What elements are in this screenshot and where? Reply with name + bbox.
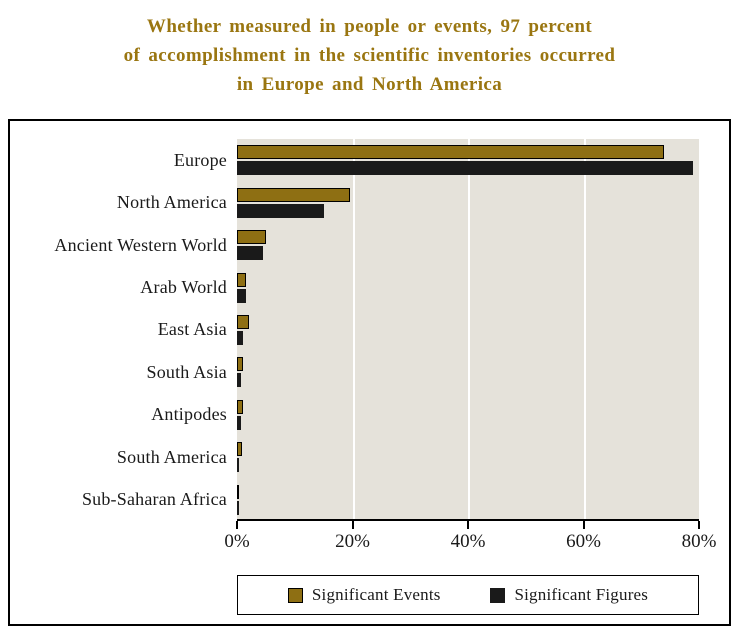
figures-bar [237,161,694,176]
chart-row: Arab World [10,266,699,308]
chart-row: Europe [10,139,699,181]
figures-bar [237,458,240,473]
chart-row: Sub-Saharan Africa [10,479,699,521]
bar-group [237,484,699,515]
legend-entry-events: Significant Events [287,585,441,605]
axis-tick [351,521,354,529]
events-bar [237,484,239,499]
chart-row: South America [10,436,699,478]
bar-group [237,442,699,473]
events-bar [237,145,665,160]
figures-bar [237,203,324,218]
axis-tick-label: 80% [681,531,717,552]
chart-title-line-3: in Europe and North America [236,74,503,95]
legend-entry-figures: Significant Figures [490,585,648,605]
chart-title: Whether measured in people or events, 97… [0,0,739,99]
events-bar [237,357,243,372]
plot-area [237,139,699,521]
chart-row: East Asia [10,309,699,351]
category-label: Antipodes [151,404,227,425]
axis-tick-label: 60% [566,531,601,552]
figures-bar [237,246,263,261]
chart-title-line-2: of accomplishment in the scientific inve… [123,45,616,66]
category-label: South Asia [146,361,227,382]
events-bar [237,314,249,329]
chart-row: North America [10,181,699,223]
chart-row: South Asia [10,351,699,393]
bar-group [237,357,699,388]
figures-swatch-icon [490,587,506,603]
chart-row: Antipodes [10,394,699,436]
bar-group [237,272,699,303]
events-bar [237,230,266,245]
axis-tick [467,521,469,529]
gridline [468,139,470,519]
chart-frame: Europe North America Ancient Western World… [8,119,731,626]
chart-area: Europe North America Ancient Western World… [10,139,699,521]
chart-title-line-1: Whether measured in people or events, 97… [146,16,593,37]
gridline [583,139,586,519]
chart-rows: Europe North America Ancient Western World… [10,139,699,521]
events-bar [237,272,246,287]
legend-label-events: Significant Events [311,585,441,604]
axis-tick [236,521,238,529]
events-bar [237,399,243,414]
axis-tick-label: 0% [224,531,250,552]
legend: Significant Events Significant Figures [237,575,699,615]
axis-tick [698,521,700,529]
category-label: South America [116,446,227,467]
category-label: Europe [173,149,227,170]
axis-tick [582,521,585,529]
category-label: Ancient Western World [54,234,227,255]
figures-bar [237,330,243,345]
events-bar [237,187,350,202]
axis-tick-label: 20% [335,531,370,552]
bar-group [237,145,699,176]
x-axis: 0% 20% 40% 60% 80% [224,521,716,563]
category-label: Sub-Saharan Africa [81,489,227,510]
events-bar [237,442,242,457]
figures-bar [237,415,242,430]
figures-bar [237,288,246,303]
events-swatch-icon [287,587,303,603]
chart-row: Ancient Western World [10,224,699,266]
figures-bar [237,500,239,515]
gridline [352,139,355,519]
axis-tick-label: 40% [450,531,486,552]
legend-label-figures: Significant Figures [514,585,649,604]
category-label: Arab World [140,277,227,298]
bar-group [237,230,699,261]
bar-group [237,314,699,345]
figures-bar [237,373,242,388]
bar-group [237,187,699,218]
category-label: East Asia [157,319,227,340]
category-label: North America [116,192,227,213]
bar-group [237,399,699,430]
